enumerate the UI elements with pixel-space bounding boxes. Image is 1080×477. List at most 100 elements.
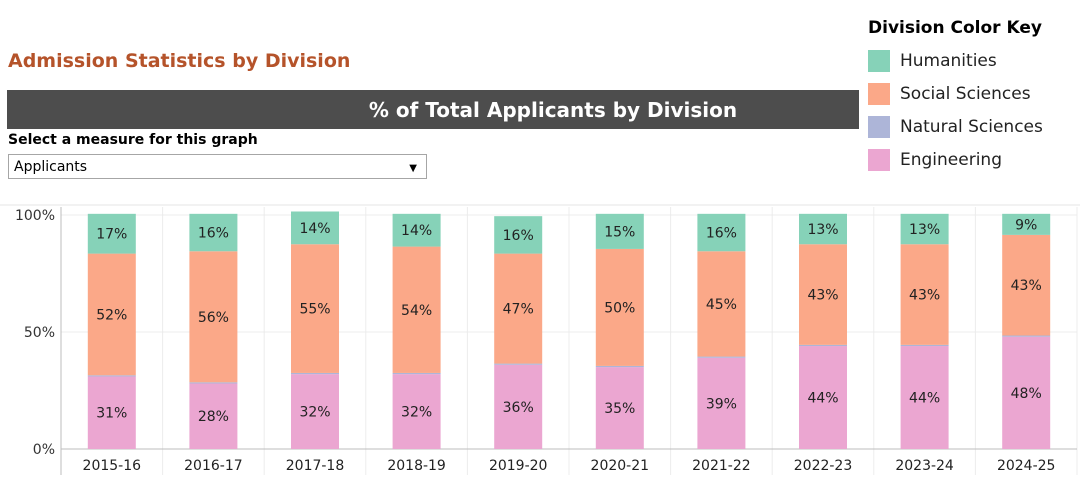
y-tick-label: 100% xyxy=(15,208,55,224)
bar-segment-natural-sciences xyxy=(392,372,441,375)
legend-title: Division Color Key xyxy=(868,18,1042,38)
legend-item-engineering: Engineering xyxy=(868,143,1043,176)
bar-segment-humanities xyxy=(392,213,441,247)
data-label-humanities: 9% xyxy=(1015,217,1037,233)
data-label-humanities: 14% xyxy=(401,223,432,239)
data-label-social-sciences: 47% xyxy=(503,302,534,318)
data-label-engineering: 48% xyxy=(1011,386,1042,402)
x-tick-label: 2022-23 xyxy=(794,458,853,474)
bar-segment-social-sciences xyxy=(799,244,847,345)
bar-segment-engineering xyxy=(494,364,543,449)
data-label-engineering: 28% xyxy=(198,409,229,425)
x-tick-label: 2018-19 xyxy=(387,458,446,474)
data-label-engineering: 39% xyxy=(706,396,737,412)
data-label-social-sciences: 54% xyxy=(401,303,432,319)
bar-segment-engineering xyxy=(595,367,644,449)
measure-dropdown[interactable]: Applicants ▼ xyxy=(8,154,427,179)
bar-segment-social-sciences xyxy=(189,251,238,383)
bar-segment-social-sciences xyxy=(291,244,339,373)
x-tick-label: 2023-24 xyxy=(895,458,954,474)
data-label-humanities: 13% xyxy=(909,222,940,238)
data-label-social-sciences: 55% xyxy=(299,302,330,318)
data-label-humanities: 17% xyxy=(96,227,127,243)
bar-segment-natural-sciences xyxy=(900,344,949,347)
chart-banner: % of Total Applicants by Division xyxy=(7,90,859,129)
data-label-engineering: 31% xyxy=(96,406,127,422)
measure-dropdown-value: Applicants xyxy=(14,158,88,175)
measure-select-label: Select a measure for this graph xyxy=(8,132,258,148)
legend-item-social-sciences: Social Sciences xyxy=(868,77,1043,110)
legend-item-natural-sciences: Natural Sciences xyxy=(868,110,1043,143)
bar-segment-natural-sciences xyxy=(87,375,136,377)
data-label-engineering: 32% xyxy=(299,405,330,421)
data-label-humanities: 14% xyxy=(299,221,330,237)
bar-segment-social-sciences xyxy=(900,244,949,345)
bar-segment-humanities xyxy=(291,211,339,245)
data-label-social-sciences: 52% xyxy=(96,307,127,323)
legend-label: Natural Sciences xyxy=(900,116,1043,137)
bar-segment-humanities xyxy=(697,213,746,252)
bar-segment-engineering xyxy=(697,357,746,449)
legend-label: Humanities xyxy=(900,50,997,71)
page-title: Admission Statistics by Division xyxy=(8,50,351,72)
data-label-engineering: 36% xyxy=(503,400,534,416)
bar-segment-humanities xyxy=(87,213,136,254)
data-label-engineering: 44% xyxy=(807,391,838,407)
data-label-engineering: 35% xyxy=(604,401,635,417)
bar-segment-humanities xyxy=(1002,213,1051,235)
x-tick-label: 2021-22 xyxy=(692,458,751,474)
chevron-down-icon[interactable]: ▼ xyxy=(409,163,417,174)
bar-segment-social-sciences xyxy=(392,246,441,373)
bar-segment-engineering xyxy=(1002,336,1051,449)
bar-segment-engineering xyxy=(799,346,847,449)
data-label-social-sciences: 43% xyxy=(807,288,838,304)
data-label-social-sciences: 56% xyxy=(198,310,229,326)
bar-segment-engineering xyxy=(291,374,339,449)
x-tick-label: 2017-18 xyxy=(286,458,345,474)
legend-label: Social Sciences xyxy=(900,83,1031,104)
data-label-social-sciences: 50% xyxy=(604,300,635,316)
legend-swatch-natural-sciences xyxy=(868,115,890,138)
bar-segment-humanities xyxy=(494,216,543,254)
bar-segment-natural-sciences xyxy=(291,372,339,375)
bar-segment-social-sciences xyxy=(87,253,136,376)
legend-swatch-humanities xyxy=(868,49,890,72)
data-label-humanities: 15% xyxy=(604,224,635,240)
x-tick-label: 2020-21 xyxy=(591,458,650,474)
bar-segment-social-sciences xyxy=(1002,234,1051,336)
y-tick-label: 50% xyxy=(24,325,55,341)
x-tick-label: 2019-20 xyxy=(489,458,548,474)
x-tick-label: 2016-17 xyxy=(184,458,243,474)
stacked-bar-chart: 0% 50% 100% 31% 52% 17% 2015-16 28% 56% 16% 2016-1… xyxy=(0,204,1080,475)
legend-item-humanities: Humanities xyxy=(868,44,1043,77)
x-tick-label: 2024-25 xyxy=(997,458,1056,474)
legend-label: Engineering xyxy=(900,149,1002,170)
data-label-humanities: 16% xyxy=(503,228,534,244)
legend-swatch-engineering xyxy=(868,148,890,171)
bar-segment-engineering xyxy=(392,374,441,449)
bar-segment-humanities xyxy=(189,213,238,252)
x-tick-label: 2015-16 xyxy=(83,458,142,474)
data-label-humanities: 16% xyxy=(706,226,737,242)
bar-segment-natural-sciences xyxy=(189,382,238,384)
bar-segment-natural-sciences xyxy=(1002,335,1051,337)
y-tick-label: 0% xyxy=(33,442,55,458)
data-label-engineering: 32% xyxy=(401,405,432,421)
bar-segment-social-sciences xyxy=(494,253,543,364)
bar-segment-social-sciences xyxy=(595,248,644,366)
bar-segment-natural-sciences xyxy=(697,356,746,358)
data-label-social-sciences: 43% xyxy=(1011,278,1042,294)
bar-segment-humanities xyxy=(799,213,847,245)
bar-segment-engineering xyxy=(87,376,136,449)
data-label-humanities: 16% xyxy=(198,226,229,242)
bar-segment-natural-sciences xyxy=(494,363,543,365)
bar-segment-engineering xyxy=(900,346,949,449)
data-label-engineering: 44% xyxy=(909,391,940,407)
bar-segment-humanities xyxy=(595,213,644,249)
bar-segment-natural-sciences xyxy=(799,344,847,347)
bar-segment-humanities xyxy=(900,213,949,245)
legend-swatch-social-sciences xyxy=(868,82,890,105)
data-label-social-sciences: 43% xyxy=(909,288,940,304)
division-color-key: Division Color Key Humanities Social Sci… xyxy=(868,18,1043,176)
data-label-social-sciences: 45% xyxy=(706,297,737,313)
